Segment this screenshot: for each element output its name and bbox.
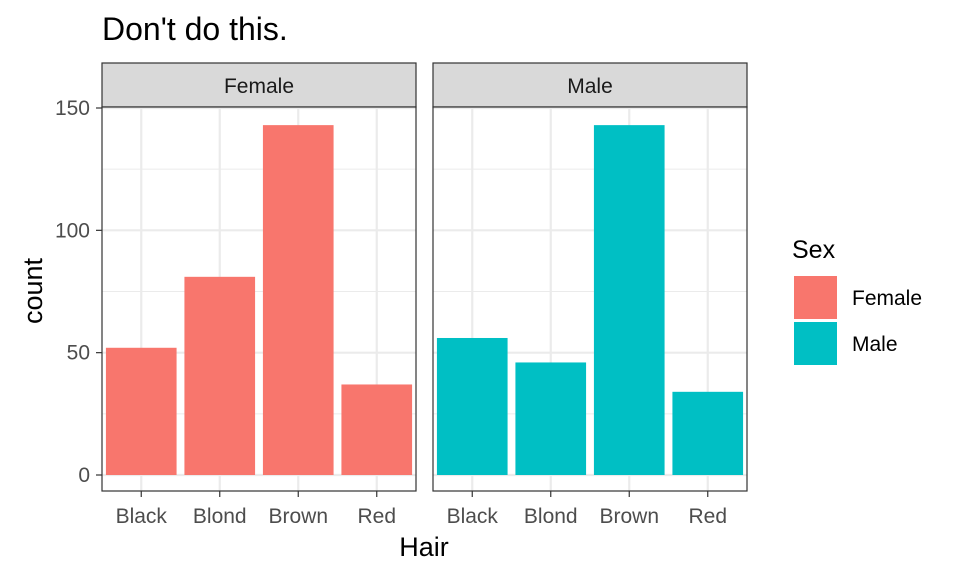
facet-strip	[101, 62, 417, 108]
y-axis-label: count	[18, 257, 48, 324]
x-tick-label: Blond	[524, 505, 578, 528]
legend-label-female: Female	[852, 287, 922, 310]
y-tick-label: 150	[55, 97, 90, 120]
x-tick-label: Brown	[268, 505, 328, 528]
x-tick-label: Red	[688, 505, 727, 528]
bar-male-black	[436, 337, 508, 475]
legend-label-male: Male	[852, 333, 898, 356]
facet-panel-male: Male Black Blond Brown Red	[432, 62, 748, 528]
bar-male-red	[672, 391, 744, 475]
bar-male-blond	[515, 362, 587, 475]
facet-panel-female: Female Black Blond Brown Red	[101, 62, 417, 528]
bar-female-red	[341, 384, 413, 475]
facet-strip-label: Male	[567, 75, 613, 98]
legend: Sex Female Male	[792, 236, 922, 365]
x-axis-label: Hair	[399, 532, 449, 562]
x-tick-label: Black	[116, 505, 168, 528]
legend-key-male	[794, 322, 837, 365]
legend-title: Sex	[792, 236, 836, 264]
x-tick-label: Blond	[193, 505, 247, 528]
panel-border	[432, 106, 748, 492]
facet-strip-label: Female	[224, 75, 294, 98]
y-tick-label: 50	[67, 342, 90, 365]
bar-female-black	[105, 347, 177, 475]
legend-key-female	[794, 276, 837, 319]
facet-strip	[432, 62, 748, 108]
panel-border	[101, 106, 417, 492]
y-axis: 0 50 100 150	[55, 97, 102, 487]
x-tick-label: Red	[357, 505, 396, 528]
y-tick-label: 100	[55, 219, 90, 242]
x-tick-label: Black	[447, 505, 499, 528]
x-tick-label: Brown	[599, 505, 659, 528]
facet-panels: Female Black Blond Brown Red Male Black Blond Br…	[101, 62, 748, 528]
chart-title: Don't do this.	[102, 11, 288, 47]
bar-female-brown	[262, 125, 334, 476]
y-tick-label: 0	[78, 464, 90, 487]
bar-female-blond	[184, 276, 256, 475]
bar-male-brown	[593, 125, 665, 476]
